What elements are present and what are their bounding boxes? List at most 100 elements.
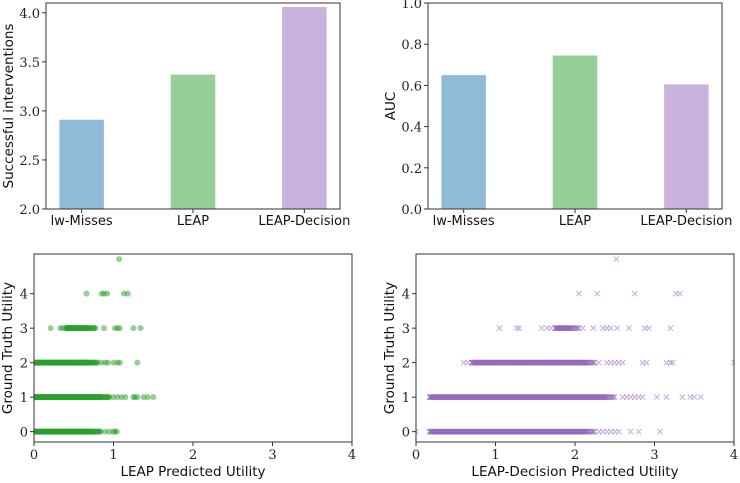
scatter-point	[676, 290, 683, 297]
scatter-point	[615, 428, 622, 435]
subplot-3: 0 1 2 3 4 0 1 2 3 4 LEAP Predicted Utility Ground T…	[0, 253, 356, 480]
scatter-point	[626, 325, 633, 332]
scatter-point	[595, 359, 602, 366]
x-tick-label: 0	[30, 448, 38, 463]
scatter-point	[645, 325, 652, 332]
scatter-point	[130, 325, 137, 332]
y-tick-label: 0.0	[401, 203, 422, 218]
y-axis-label: AUC	[383, 92, 399, 121]
scatter-point	[538, 325, 545, 332]
scatter-point	[116, 359, 123, 366]
scatter-point	[610, 394, 617, 401]
axes-frame	[415, 253, 735, 443]
bar-1	[59, 119, 104, 209]
scatter-point	[464, 359, 471, 366]
x-tick-label: LEAP	[559, 214, 591, 229]
scatter-point	[124, 290, 131, 297]
x-tick-label: lw-Misses	[433, 214, 495, 229]
scatter-point	[579, 325, 586, 332]
x-tick-label: lw-Misses	[51, 214, 113, 229]
scatter-point	[669, 359, 676, 366]
scatter-point	[731, 359, 734, 366]
x-tick-label: LEAP	[177, 214, 209, 229]
scatter-points	[416, 256, 734, 435]
scatter-point	[83, 290, 90, 297]
scatter-point	[590, 325, 597, 332]
y-tick-label: 2	[20, 357, 28, 372]
y-tick-label: 1	[402, 391, 410, 406]
y-tick-label: 3.0	[19, 105, 40, 120]
scatter-point	[513, 325, 520, 332]
y-axis-label: Successful interventions	[1, 24, 17, 189]
scatter-points	[34, 256, 157, 435]
y-tick-label: 0.8	[401, 38, 422, 53]
y-tick-label: 4.0	[19, 7, 40, 22]
y-tick-label: 2.0	[19, 203, 40, 218]
scatter-point	[590, 359, 597, 366]
bar-1	[441, 75, 486, 209]
scatter-point	[594, 290, 601, 297]
scatter-point	[113, 428, 120, 435]
scatter-point	[614, 325, 621, 332]
scatter-point	[631, 290, 638, 297]
subplot-2: lw-Misses LEAP LEAP-Decision 0.0 0.2 0.4 0.6 0.…	[383, 0, 732, 229]
x-axis-label: LEAP-Decision Predicted Utility	[471, 464, 678, 480]
bar-2	[552, 55, 598, 209]
axes-frame	[33, 253, 353, 443]
x-tick-label: LEAP-Decision	[258, 214, 350, 229]
x-tick-label: 1	[109, 448, 117, 463]
y-tick-label: 3	[402, 322, 410, 337]
scatter-point	[116, 256, 123, 263]
y-tick-label: 0.6	[401, 79, 422, 94]
scatter-point	[104, 290, 111, 297]
y-tick-label: 0	[402, 426, 410, 441]
scatter-point	[97, 428, 104, 435]
x-tick-label: LEAP-Decision	[640, 214, 732, 229]
y-axis-label: Ground Truth Utility	[0, 282, 16, 414]
x-axis-label: LEAP Predicted Utility	[120, 464, 265, 480]
x-tick-label: 3	[268, 448, 276, 463]
y-tick-label: 0.4	[401, 121, 422, 136]
x-tick-label: 4	[730, 448, 738, 463]
y-tick-label: 0	[20, 426, 28, 441]
scatter-point	[516, 325, 523, 332]
y-tick-label: 3	[20, 322, 28, 337]
subplot-4: 0 1 2 3 4 0 1 2 3 4 LEAP-Decision Predicted Utilit…	[382, 253, 738, 480]
scatter-point	[635, 428, 642, 435]
y-tick-label: 1.0	[401, 0, 422, 12]
scatter-point	[134, 394, 141, 401]
bar-3	[664, 84, 709, 209]
y-tick-label: 4	[402, 288, 410, 303]
scatter-point	[92, 325, 99, 332]
x-tick-label: 0	[412, 448, 420, 463]
axes-frame	[427, 2, 723, 210]
scatter-point	[589, 359, 596, 366]
scatter-point	[653, 394, 660, 401]
x-tick-label: 2	[571, 448, 579, 463]
y-axis-label: Ground Truth Utility	[382, 282, 398, 414]
bar-3	[282, 6, 327, 209]
scatter-point	[611, 394, 618, 401]
scatter-point	[607, 325, 614, 332]
x-tick-label: 1	[491, 448, 499, 463]
scatter-point	[591, 428, 598, 435]
scatter-point	[144, 394, 151, 401]
scatter-point	[667, 325, 674, 332]
y-tick-label: 1	[20, 391, 28, 406]
axes-frame	[45, 2, 341, 210]
subplot-1: lw-Misses LEAP LEAP-Decision 2.0 2.5 3.0 3.5 4.…	[1, 2, 350, 229]
scatter-point	[100, 325, 107, 332]
y-tick-label: 0.2	[401, 162, 422, 177]
scatter-point	[643, 359, 650, 366]
scatter-point	[150, 394, 157, 401]
scatter-point	[590, 428, 597, 435]
scatter-point	[589, 428, 596, 435]
scatter-point	[416, 428, 419, 435]
scatter-point	[137, 325, 144, 332]
scatter-point	[697, 394, 704, 401]
scatter-point	[104, 359, 111, 366]
x-tick-label: 3	[650, 448, 658, 463]
scatter-point	[663, 394, 670, 401]
scatter-point	[47, 325, 54, 332]
